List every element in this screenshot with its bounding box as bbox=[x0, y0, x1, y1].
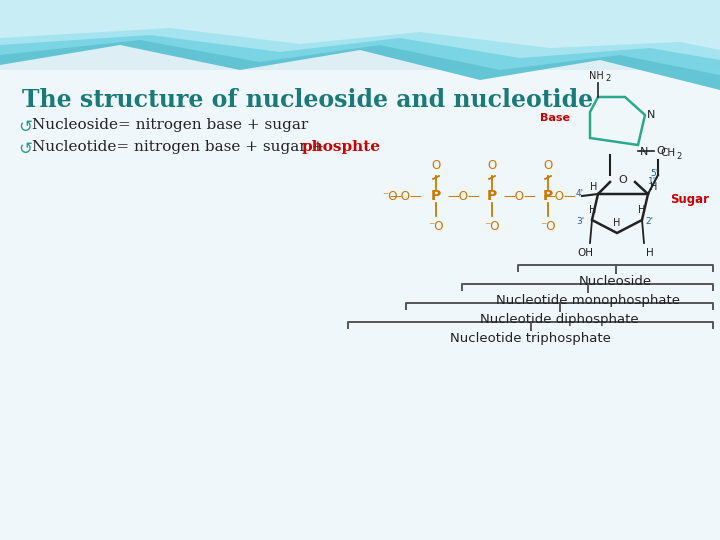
Text: 1': 1' bbox=[648, 178, 656, 186]
Text: Nucleotide= nitrogen base + sugar +: Nucleotide= nitrogen base + sugar + bbox=[32, 140, 329, 154]
Text: P: P bbox=[543, 189, 553, 203]
Bar bbox=[0, 70, 720, 540]
Text: P: P bbox=[487, 189, 497, 203]
Polygon shape bbox=[0, 0, 720, 90]
Polygon shape bbox=[0, 0, 720, 50]
Text: O: O bbox=[487, 159, 497, 172]
Polygon shape bbox=[0, 0, 720, 75]
Text: CH: CH bbox=[660, 148, 675, 158]
Text: 5': 5' bbox=[650, 170, 658, 179]
Text: O: O bbox=[656, 146, 665, 156]
Text: P: P bbox=[431, 189, 441, 203]
Text: ⁻O: ⁻O bbox=[540, 220, 556, 233]
Text: ⁻O: ⁻O bbox=[485, 220, 500, 233]
Text: 2': 2' bbox=[645, 218, 653, 226]
Text: H: H bbox=[589, 205, 596, 215]
Text: O: O bbox=[618, 175, 627, 185]
Text: ↺: ↺ bbox=[18, 140, 32, 158]
Text: —O—: —O— bbox=[544, 190, 576, 202]
Text: phosphte: phosphte bbox=[302, 140, 381, 154]
Text: Nucleotide diphosphate: Nucleotide diphosphate bbox=[480, 313, 639, 326]
Text: ⁻O: ⁻O bbox=[428, 220, 444, 233]
Text: OH: OH bbox=[577, 248, 593, 258]
Text: NH: NH bbox=[589, 71, 603, 81]
Text: ↺: ↺ bbox=[18, 118, 32, 136]
Text: Nucleotide triphosphate: Nucleotide triphosphate bbox=[450, 332, 611, 345]
Text: N: N bbox=[647, 110, 655, 120]
Text: H: H bbox=[650, 182, 657, 192]
Text: H: H bbox=[638, 205, 645, 215]
Text: H: H bbox=[613, 218, 621, 228]
Text: O: O bbox=[544, 159, 553, 172]
Text: O: O bbox=[431, 159, 441, 172]
Text: —O—: —O— bbox=[390, 190, 422, 202]
Polygon shape bbox=[0, 0, 720, 60]
Text: 3': 3' bbox=[577, 218, 585, 226]
Text: 2: 2 bbox=[605, 74, 611, 83]
Text: Nucleoside: Nucleoside bbox=[579, 275, 652, 288]
Text: ⁻O: ⁻O bbox=[382, 190, 397, 202]
Text: Sugar: Sugar bbox=[670, 193, 709, 206]
Text: The structure of nucleoside and nucleotide: The structure of nucleoside and nucleoti… bbox=[22, 88, 593, 112]
Text: —O—: —O— bbox=[448, 190, 480, 202]
Text: Base: Base bbox=[540, 113, 570, 123]
Text: Nucleotide monophosphate: Nucleotide monophosphate bbox=[495, 294, 680, 307]
Text: —O—: —O— bbox=[503, 190, 536, 202]
Text: 2: 2 bbox=[676, 152, 681, 161]
Text: H: H bbox=[646, 248, 654, 258]
Text: Nucleoside= nitrogen base + sugar: Nucleoside= nitrogen base + sugar bbox=[32, 118, 308, 132]
Text: H: H bbox=[590, 182, 597, 192]
Text: 4': 4' bbox=[576, 190, 584, 199]
Text: N: N bbox=[640, 147, 649, 157]
